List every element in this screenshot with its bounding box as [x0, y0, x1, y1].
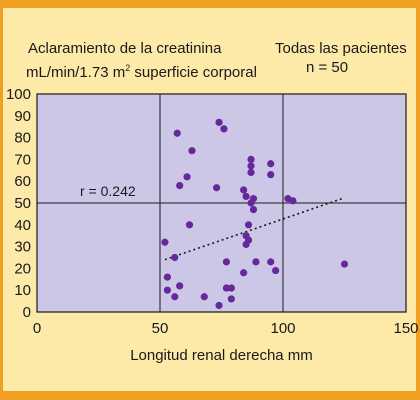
y-tick-labels: 0 10 20 30 40 50 60 70 80 90 100 [6, 86, 31, 321]
data-point-37 [171, 293, 179, 301]
y-tick-label-20: 20 [14, 260, 31, 277]
data-point-28 [252, 258, 260, 266]
frame-border-left [0, 0, 3, 400]
y-tick-label-0: 0 [23, 304, 31, 321]
data-point-1 [173, 129, 181, 137]
data-point-17 [289, 197, 297, 205]
data-point-19 [249, 205, 258, 214]
frame-border-bottom [0, 391, 420, 400]
data-point-26 [171, 253, 179, 262]
x-tick-labels: 0 50 100 150 [33, 320, 419, 337]
x-axis-label: Longitud renal derecha mm [130, 347, 313, 364]
chart-title-superscript: 2 [125, 63, 131, 73]
trend-line-group [164, 197, 343, 261]
data-point-2 [215, 118, 223, 126]
data-point-9 [247, 168, 255, 177]
data-point-10 [183, 173, 191, 181]
data-point-38 [200, 293, 208, 301]
data-point-11 [176, 181, 184, 190]
x-tick-label-100: 100 [270, 320, 295, 337]
data-point-31 [240, 269, 248, 277]
data-point-8 [267, 171, 275, 179]
data-point-34 [163, 286, 171, 294]
data-point-25 [161, 238, 169, 246]
y-tick-label-90: 90 [14, 108, 31, 125]
data-point-24 [242, 240, 250, 249]
trend-line [164, 197, 343, 261]
y-tick-label-100: 100 [6, 86, 31, 103]
data-point-12 [212, 184, 221, 192]
y-tick-label-70: 70 [14, 151, 31, 168]
data-point-13 [240, 186, 248, 194]
data-point-18 [247, 199, 255, 207]
y-tick-label-10: 10 [14, 282, 31, 299]
y-tick-label-40: 40 [14, 217, 31, 234]
chart-title-line1: Aclaramiento de la creatinina [28, 40, 222, 57]
y-tick-label-60: 60 [14, 173, 31, 190]
x-tick-label-0: 0 [33, 320, 41, 337]
data-point-32 [163, 273, 171, 281]
grid-lines [37, 94, 406, 312]
correlation-annotation: r = 0.242 [80, 183, 136, 199]
data-point-30 [272, 266, 280, 275]
data-point-29 [267, 258, 275, 266]
data-point-4 [188, 147, 196, 155]
frame-border-right [416, 0, 420, 400]
data-point-33 [176, 282, 184, 290]
data-point-6 [247, 162, 255, 170]
data-point-20 [185, 221, 194, 229]
data-point-39 [227, 295, 235, 303]
y-tick-label-50: 50 [14, 195, 31, 212]
data-point-35 [222, 284, 231, 292]
data-point-14 [242, 192, 250, 201]
x-tick-label-50: 50 [152, 320, 169, 337]
y-tick-label-30: 30 [14, 239, 31, 256]
data-points [161, 118, 349, 310]
data-point-40 [215, 301, 223, 310]
chart-title-line2: mL/min/1.73 m2 superficie corporal [26, 59, 257, 82]
group-count: n = 50 [306, 59, 349, 76]
chart-title-suffix: superficie corporal [130, 64, 257, 81]
group-label: Todas las pacientes [275, 40, 407, 57]
x-tick-label-150: 150 [393, 320, 418, 337]
frame-border-top [0, 0, 420, 8]
data-point-21 [244, 221, 253, 229]
data-point-3 [220, 125, 228, 133]
data-point-7 [267, 160, 275, 168]
data-point-5 [247, 155, 255, 163]
y-tick-label-80: 80 [14, 130, 31, 147]
data-point-27 [222, 258, 231, 266]
data-point-41 [340, 260, 349, 268]
data-point-36 [227, 284, 235, 292]
chart-title-unit: mL/min/1.73 m [26, 64, 126, 81]
